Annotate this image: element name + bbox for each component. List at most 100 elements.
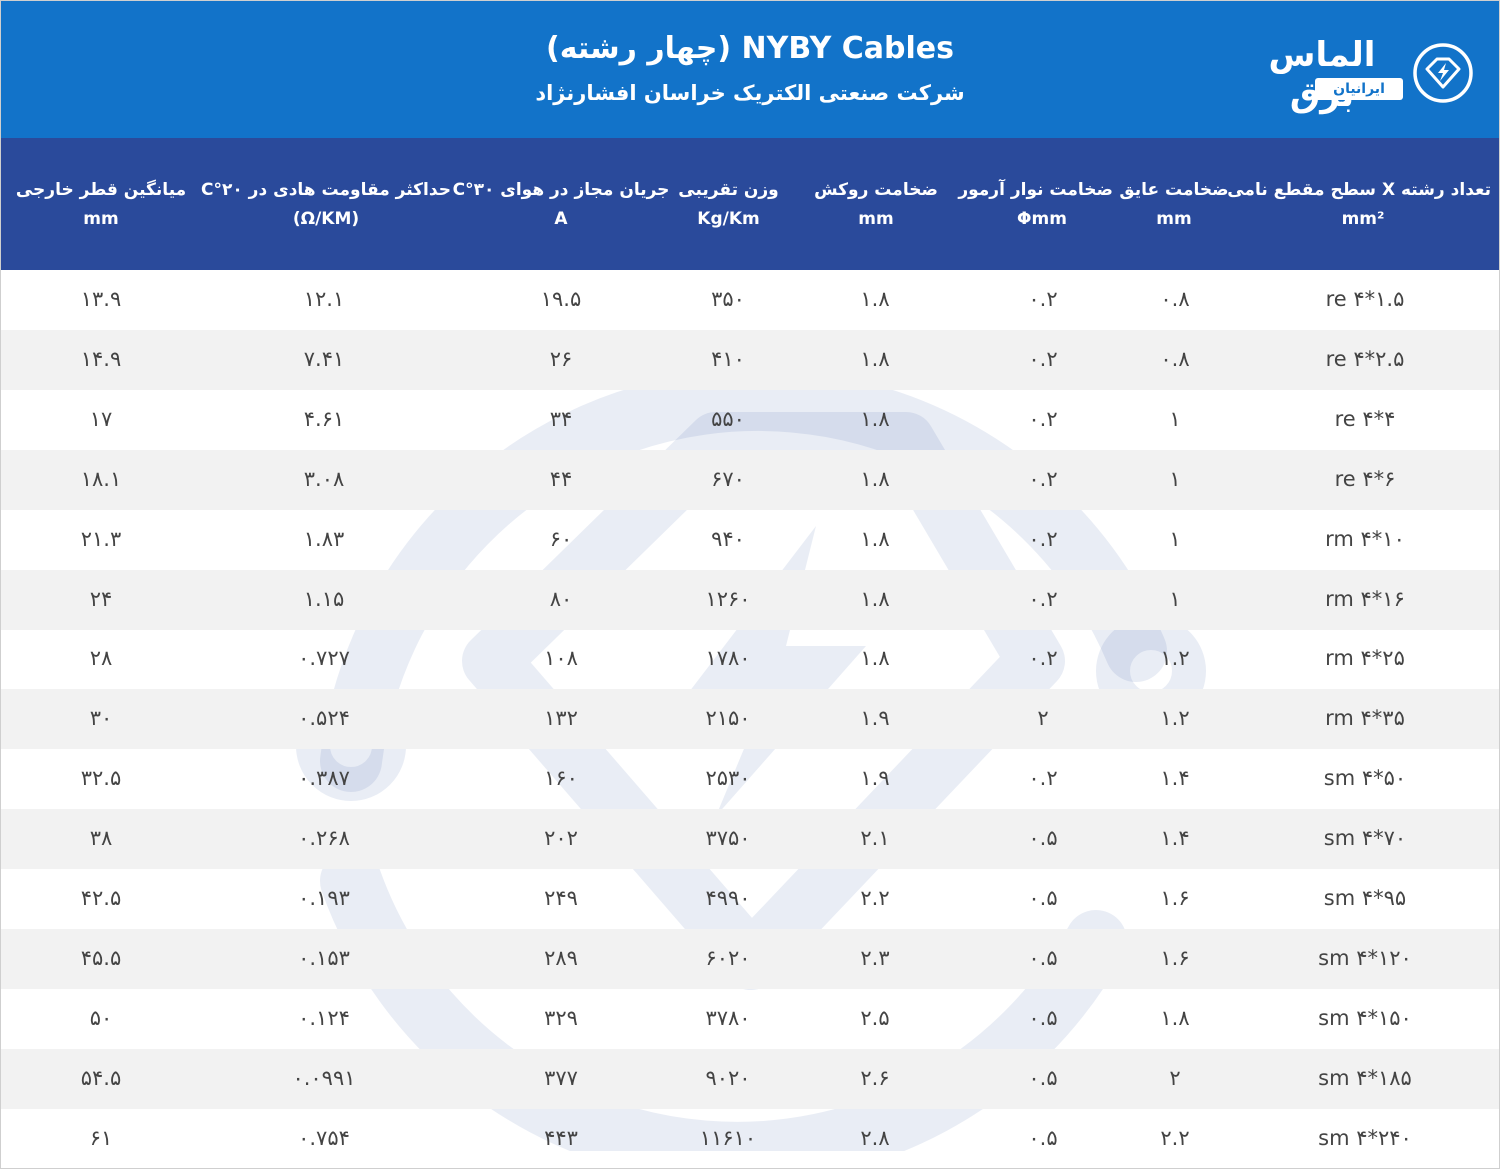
table-cell: ۳۰: [89, 706, 113, 731]
table-cell: ۸۰: [549, 586, 573, 611]
table-cell: ۶۷۰: [711, 466, 745, 491]
table-cell: ۲.۵: [860, 1005, 890, 1030]
table-cell: re ۴*۲.۵: [1325, 346, 1405, 371]
table-cell: sm ۴*۹۵: [1323, 886, 1407, 910]
table-cell: ۳.۰۸: [303, 466, 345, 491]
table-cell: ۴۲.۵: [80, 886, 122, 910]
table-cell: ۱۴.۹: [80, 346, 122, 371]
table-cell: sm ۴*۷۰: [1323, 826, 1407, 851]
table-cell: ۲۱۵۰: [705, 706, 751, 731]
table-cell: sm ۴*۱۵۰: [1318, 1005, 1412, 1030]
table-cell: ۵۰: [89, 1005, 113, 1030]
table-cell: ۲.۳: [860, 945, 890, 970]
table-cell: sm ۴*۲۴۰: [1318, 1125, 1412, 1150]
table-cell: ۱۷: [89, 406, 113, 431]
table-row: re ۴*۲.۵ ۰.۸ ۰.۲ ۱.۸ ۴۱۰ ۲۶ ۷.۴۱ ۱۴.۹: [1, 329, 1499, 390]
col-header-title: حداکثر مقاومت هادی در ۲۰°C: [201, 180, 451, 200]
table-cell: ۳۸: [89, 826, 113, 851]
table-cell: rm ۴*۲۵: [1325, 646, 1405, 671]
table-cell: sm ۴*۵۰: [1323, 766, 1407, 791]
table-cell: ۰.۷۲۷: [298, 646, 350, 671]
table-cell: ۱.۴: [1160, 826, 1190, 851]
table-cell: ۹۰۲۰: [705, 1065, 751, 1090]
table-cell: ۳۵۰: [711, 287, 745, 311]
col-header-armor-tape: ضخامت نوار آرمور Φmm: [958, 176, 1113, 234]
table-cell: ۴.۶۱: [303, 406, 345, 431]
col-header-insulation: ضخامت عایق mm: [1113, 176, 1235, 234]
col-header-title: میانگین قطر خارجی: [15, 180, 187, 200]
table-header: تعداد رشته X سطح مقطع نامی mm² ضخامت عای…: [1, 138, 1499, 270]
table-cell: ۰.۰۹۹۱: [292, 1065, 356, 1090]
table-cell: ۳۷۸۰: [705, 1005, 751, 1030]
page-subtitle: شرکت صنعتی الکتریک خراسان افشارنژاد: [535, 81, 965, 105]
table-row: rm ۴*۱۰ ۱ ۰.۲ ۱.۸ ۹۴۰ ۶۰ ۱.۸۳ ۲۱.۳: [1, 510, 1499, 570]
logo-tagline: ایرانیان: [1315, 78, 1403, 100]
table-cell: ۱.۲: [1160, 646, 1190, 671]
col-header-unit: Kg/Km: [697, 209, 760, 229]
table-cell: ۳۷۷: [544, 1065, 578, 1090]
table-cell: ۰.۲: [1028, 526, 1058, 551]
table-cell: ۰.۵: [1028, 826, 1058, 851]
table-cell: ۳۴: [549, 406, 573, 431]
col-header-current: جریان مجاز در هوای ۳۰°C A: [451, 176, 671, 234]
table-cell: ۲۸: [89, 646, 113, 671]
table-cell: ۴۴۳: [544, 1125, 578, 1150]
table-cell: ۲۱.۳: [80, 526, 122, 551]
table-cell: ۰.۵: [1028, 1065, 1058, 1090]
table-cell: ۲.۲: [860, 886, 890, 910]
col-header-weight: وزن تقریبی Kg/Km: [656, 176, 801, 234]
header-banner: NYBY Cables (چهار رشته) شرکت صنعتی الکتر…: [1, 1, 1499, 138]
table-cell: ۱: [1169, 526, 1181, 551]
col-header-title: ضخامت نوار آرمور: [958, 180, 1113, 200]
col-header-sheath: ضخامت روکش mm: [801, 176, 951, 234]
table-cell: ۱: [1169, 406, 1181, 431]
table-cell: ۲۶: [549, 346, 573, 371]
table-cell: ۰.۵: [1028, 1005, 1058, 1030]
table-cell: ۱۶۰: [544, 766, 578, 791]
col-header-title: جریان مجاز در هوای ۳۰°C: [452, 180, 670, 200]
table-cell: ۰.۵: [1028, 945, 1058, 970]
table-row: sm ۴*۱۵۰ ۱.۸ ۰.۵ ۲.۵ ۳۷۸۰ ۳۲۹ ۰.۱۲۴ ۵۰: [1, 989, 1499, 1049]
table-cell: ۲.۲: [1160, 1125, 1190, 1150]
table-cell: ۱.۸: [860, 466, 890, 491]
col-header-unit: mm: [858, 209, 894, 229]
table-cell: ۱.۲: [1160, 706, 1190, 731]
table-cell: ۱.۹: [860, 706, 890, 731]
table-cell: ۱.۸: [860, 287, 890, 311]
table-cell: ۱.۱۵: [303, 586, 345, 611]
table-cell: ۵۴.۵: [80, 1065, 122, 1090]
table-row: rm ۴*۲۵ ۱.۲ ۰.۲ ۱.۸ ۱۷۸۰ ۱۰۸ ۰.۷۲۷ ۲۸: [1, 629, 1499, 689]
table-cell: ۰.۵۲۴: [298, 706, 350, 731]
table-cell: ۶۰۲۰: [705, 945, 751, 970]
table-row: rm ۴*۳۵ ۱.۲ ۲ ۱.۹ ۲۱۵۰ ۱۳۲ ۰.۵۲۴ ۳۰: [1, 689, 1499, 750]
table-cell: ۰.۵: [1028, 1125, 1058, 1150]
table-cell: ۰.۲: [1028, 346, 1058, 371]
table-cell: ۰.۲: [1028, 287, 1058, 311]
table-row: sm ۴*۲۴۰ ۲.۲ ۰.۵ ۲.۸ ۱۱۶۱۰ ۴۴۳ ۰.۷۵۴ ۶۱: [1, 1109, 1499, 1168]
table-row: re ۴*۶ ۱ ۰.۲ ۱.۸ ۶۷۰ ۴۴ ۳.۰۸ ۱۸.۱: [1, 449, 1499, 510]
table-cell: ۰.۲: [1028, 406, 1058, 431]
table-cell: ۱.۸: [860, 346, 890, 371]
table-cell: ۱۲.۱: [303, 287, 345, 311]
table-cell: ۴۴: [549, 466, 573, 491]
table-cell: ۱۷۸۰: [705, 646, 751, 671]
col-header-unit: mm²: [1341, 209, 1385, 229]
col-header-unit: mm: [1156, 209, 1192, 229]
col-header-title: وزن تقریبی: [678, 180, 779, 200]
logo-name: الماس برق: [1268, 35, 1376, 115]
table-cell: ۱۹.۵: [540, 287, 582, 311]
table-cell: ۹۴۰: [711, 526, 745, 551]
table-cell: ۱۳.۹: [80, 287, 122, 311]
table-row: re ۴*۱.۵ ۰.۸ ۰.۲ ۱.۸ ۳۵۰ ۱۹.۵ ۱۲.۱ ۱۳.۹: [1, 270, 1499, 330]
table-cell: ۵۵۰: [711, 406, 745, 431]
table-row: sm ۴*۱۲۰ ۱.۶ ۰.۵ ۲.۳ ۶۰۲۰ ۲۸۹ ۰.۱۵۳ ۴۵.۵: [1, 928, 1499, 989]
col-header-unit: Φmm: [1017, 209, 1067, 229]
table-cell: sm ۴*۱۸۵: [1318, 1065, 1412, 1090]
table-cell: ۰.۱۵۳: [298, 945, 350, 970]
table-cell: ۴۹۹۰: [705, 886, 751, 910]
table-cell: ۲۵۳۰: [705, 766, 751, 791]
table-cell: ۶۱: [89, 1125, 113, 1150]
table-cell: ۱.۸: [860, 526, 890, 551]
table-cell: ۱۳۲: [544, 706, 578, 731]
table-row: sm ۴*۷۰ ۱.۴ ۰.۵ ۲.۱ ۳۷۵۰ ۲۰۲ ۰.۲۶۸ ۳۸: [1, 809, 1499, 870]
